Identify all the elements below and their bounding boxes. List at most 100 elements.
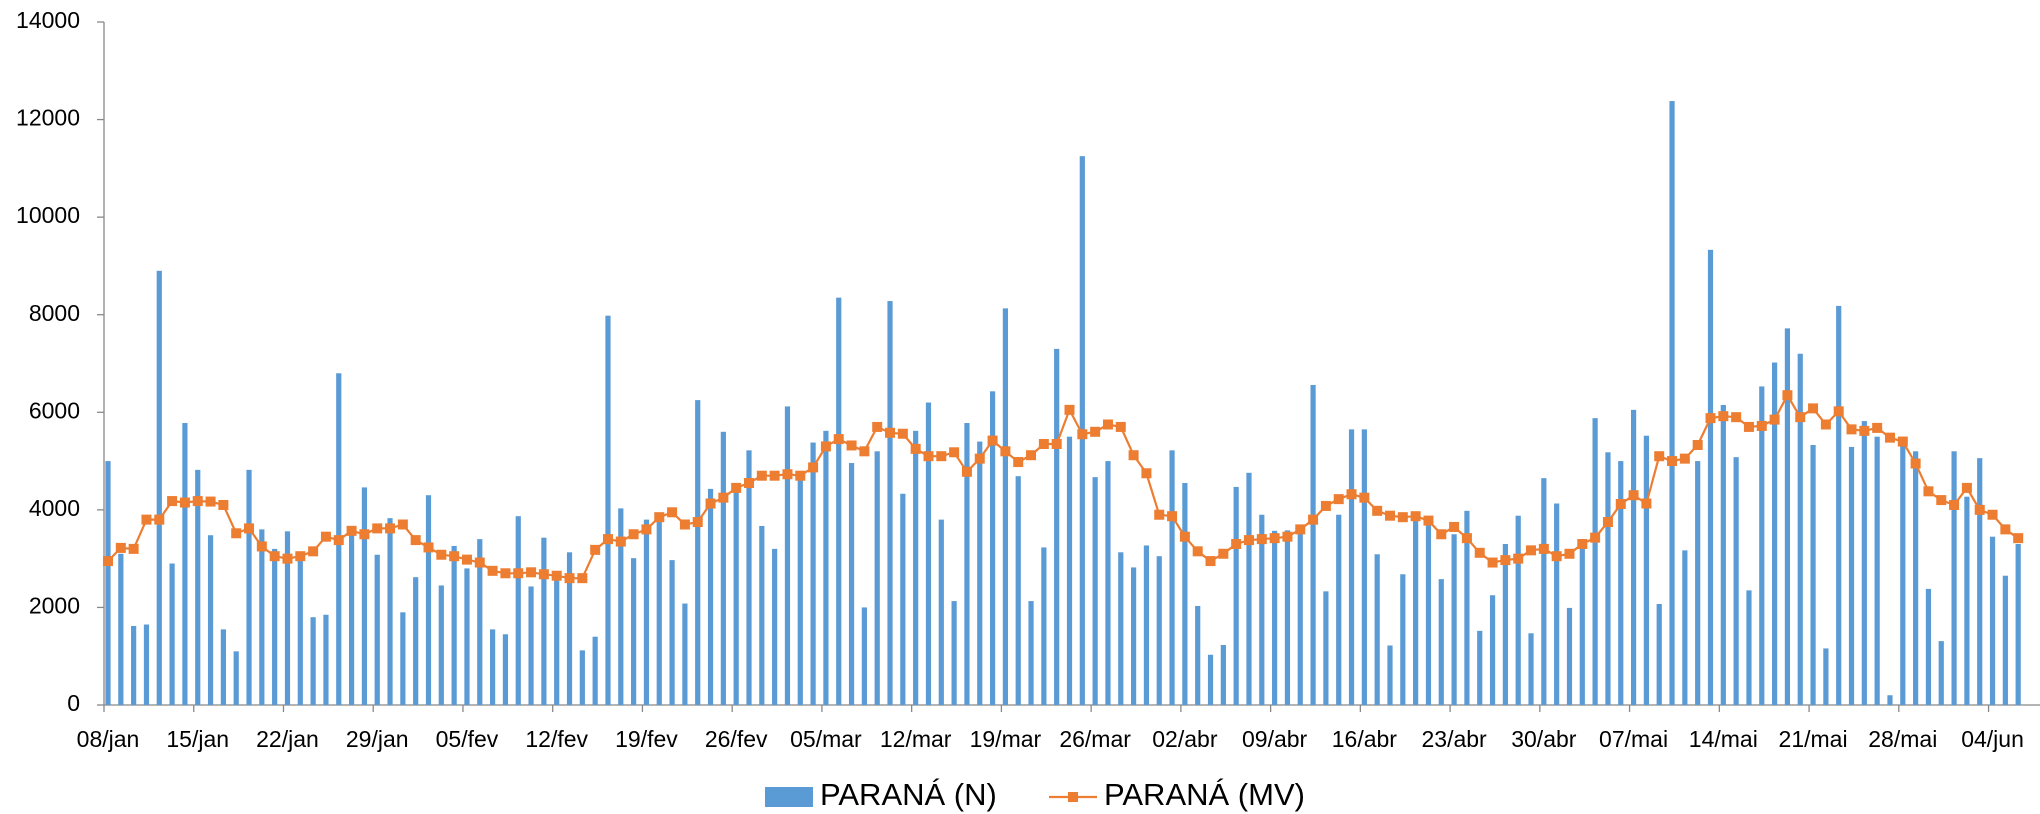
bar bbox=[207, 535, 214, 705]
bar bbox=[1259, 514, 1265, 705]
bar bbox=[387, 518, 393, 705]
mv-marker bbox=[1820, 419, 1831, 430]
y-tick-label: 0 bbox=[67, 690, 80, 716]
bar bbox=[1041, 547, 1047, 705]
mv-marker bbox=[808, 462, 819, 473]
mv-marker bbox=[910, 443, 921, 454]
bar bbox=[477, 539, 483, 705]
mv-marker bbox=[564, 573, 575, 584]
x-tick-label: 12/mar bbox=[880, 726, 952, 752]
mv-marker bbox=[1564, 548, 1575, 559]
bar bbox=[1669, 101, 1675, 706]
x-tick-label: 04/jun bbox=[1961, 726, 2024, 752]
x-tick-label: 21/mai bbox=[1779, 726, 1848, 752]
mv-marker bbox=[1615, 499, 1626, 510]
mv-marker bbox=[513, 568, 524, 579]
mv-marker bbox=[449, 551, 460, 562]
mv-marker bbox=[346, 525, 357, 536]
mv-marker bbox=[526, 567, 537, 578]
mv-marker bbox=[551, 570, 562, 581]
x-tick-label: 23/abr bbox=[1421, 726, 1487, 752]
bar bbox=[784, 406, 791, 705]
mv-marker bbox=[1410, 511, 1421, 522]
mv-marker bbox=[949, 447, 960, 458]
mv-marker bbox=[1397, 512, 1408, 523]
bar bbox=[1323, 591, 1329, 705]
bar bbox=[169, 563, 175, 705]
bar bbox=[1156, 556, 1162, 705]
bar bbox=[554, 573, 560, 705]
bar bbox=[1489, 595, 1496, 705]
mv-marker bbox=[1692, 439, 1703, 450]
bar bbox=[1143, 545, 1150, 705]
mv-marker bbox=[244, 523, 255, 534]
mv-marker bbox=[923, 451, 934, 462]
mv-marker bbox=[602, 534, 613, 545]
mv-marker bbox=[1077, 429, 1088, 440]
bar bbox=[1823, 648, 1829, 705]
bar bbox=[1028, 601, 1034, 705]
mv-marker bbox=[1461, 533, 1472, 544]
bar bbox=[874, 451, 880, 705]
bar bbox=[105, 461, 111, 705]
mv-marker bbox=[1897, 436, 1908, 447]
bar bbox=[1848, 446, 1855, 705]
mv-marker bbox=[1115, 421, 1126, 432]
bar bbox=[1605, 452, 1611, 705]
bar bbox=[1989, 536, 1996, 705]
bar bbox=[810, 442, 816, 705]
bar bbox=[1784, 328, 1791, 705]
mv-marker bbox=[1205, 556, 1216, 567]
mv-marker bbox=[1859, 425, 1870, 436]
x-tick-label: 22/jan bbox=[256, 726, 319, 752]
mv-marker bbox=[128, 543, 139, 554]
bar bbox=[1874, 436, 1880, 705]
bar bbox=[1515, 515, 1521, 705]
y-tick-label: 14000 bbox=[16, 7, 80, 33]
bar bbox=[1797, 353, 1803, 705]
mv-marker bbox=[1243, 535, 1254, 546]
bar bbox=[220, 629, 226, 705]
bar bbox=[643, 519, 650, 705]
bar bbox=[1451, 534, 1457, 705]
mv-marker bbox=[795, 470, 806, 481]
mv-marker bbox=[1372, 505, 1383, 516]
bar bbox=[1951, 451, 1957, 705]
mv-marker bbox=[2013, 533, 2024, 544]
bar bbox=[1759, 386, 1765, 705]
bar bbox=[1502, 544, 1508, 705]
bar bbox=[528, 586, 534, 705]
bar bbox=[1169, 450, 1175, 705]
bar bbox=[233, 651, 239, 705]
bar bbox=[1938, 641, 1944, 705]
bar bbox=[413, 577, 419, 705]
mv-marker bbox=[1782, 390, 1793, 401]
bar bbox=[1015, 476, 1021, 705]
bar bbox=[438, 585, 444, 705]
bar bbox=[682, 603, 688, 705]
mv-marker bbox=[615, 536, 626, 547]
mv-marker bbox=[461, 554, 472, 565]
mv-marker bbox=[577, 573, 588, 584]
bar bbox=[1643, 435, 1649, 705]
mv-marker bbox=[1705, 413, 1716, 424]
mv-marker bbox=[1269, 533, 1280, 544]
x-tick-label: 30/abr bbox=[1511, 726, 1577, 752]
bar bbox=[259, 529, 265, 705]
mv-marker bbox=[1013, 457, 1024, 468]
x-tick-label: 15/jan bbox=[166, 726, 229, 752]
mv-marker bbox=[295, 551, 306, 562]
mv-marker bbox=[500, 568, 511, 579]
x-tick-label: 26/mar bbox=[1059, 726, 1131, 752]
x-tick-label: 28/mai bbox=[1868, 726, 1937, 752]
mv-marker bbox=[372, 523, 383, 534]
bar bbox=[297, 553, 303, 705]
mv-marker bbox=[1449, 521, 1460, 532]
mv-marker bbox=[1231, 539, 1242, 550]
bar bbox=[1272, 530, 1278, 705]
mv-marker bbox=[1910, 458, 1921, 469]
mv-marker bbox=[1102, 419, 1113, 430]
mv-marker bbox=[103, 556, 113, 567]
mv-marker bbox=[1474, 547, 1485, 558]
bar bbox=[143, 624, 150, 705]
